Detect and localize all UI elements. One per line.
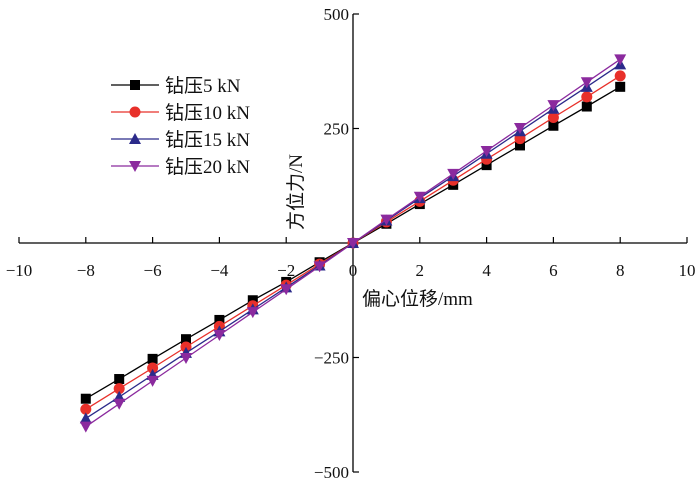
data-point — [514, 123, 526, 135]
data-point — [548, 120, 559, 131]
legend-marker — [130, 80, 140, 90]
data-point — [614, 70, 626, 82]
legend-item: 钻压5 kN — [111, 75, 241, 97]
data-point — [480, 145, 493, 157]
ticks: −10 −8 −6 −4 −2 0 2 4 6 8 10 −500 −250 250 500 — [6, 5, 696, 482]
data-point — [113, 383, 125, 395]
data-point — [181, 334, 191, 345]
legend-label: 钻压5 kN — [165, 75, 241, 97]
data-point — [614, 54, 627, 66]
x-tick-label: 8 — [616, 261, 625, 280]
data-point — [547, 112, 559, 124]
data-point — [147, 353, 158, 364]
data-point — [447, 168, 460, 180]
data-point — [615, 81, 626, 92]
data-point — [213, 330, 226, 342]
x-tick-label: −6 — [144, 261, 162, 280]
x-tick-label: 0 — [349, 261, 358, 280]
y-tick-label: −500 — [314, 463, 349, 482]
data-point — [580, 77, 593, 89]
data-point — [313, 261, 326, 273]
data-point — [581, 91, 593, 103]
y-axis-title: 方位力/N — [285, 154, 307, 230]
legend-label: 钻压20 kN — [165, 156, 250, 178]
x-tick-label: 2 — [416, 261, 425, 280]
data-point — [146, 375, 159, 387]
series-4 — [79, 54, 627, 433]
y-tick-label: −250 — [314, 349, 349, 368]
legend-item: 钻压15 kN — [111, 129, 250, 151]
data-point — [79, 421, 92, 433]
legend-marker — [129, 133, 141, 144]
data-point — [380, 214, 393, 226]
x-tick-label: −8 — [77, 261, 95, 280]
data-point — [147, 362, 159, 374]
legend-label: 钻压15 kN — [165, 129, 250, 151]
y-tick-label: 250 — [324, 120, 350, 139]
data-point — [547, 100, 560, 112]
x-tick-label: −4 — [210, 261, 229, 280]
data-point — [114, 374, 125, 385]
data-point — [515, 140, 525, 151]
data-point — [214, 314, 225, 325]
x-tick-label: 10 — [679, 261, 696, 280]
legend-item: 钻压10 kN — [111, 102, 250, 124]
x-axis-title: 偏心位移/mm — [362, 288, 473, 310]
data-point — [80, 403, 92, 415]
x-tick-label: −2 — [277, 261, 295, 280]
data-point — [347, 238, 359, 249]
legend-label: 钻压10 kN — [165, 102, 250, 124]
legend: 钻压5 kN 钻压10 kN 钻压15 kN 钻压20 kN — [111, 75, 250, 178]
x-tick-label: 6 — [549, 261, 558, 280]
legend-item: 钻压20 kN — [111, 156, 250, 178]
data-point — [113, 398, 126, 410]
legend-marker — [129, 161, 141, 172]
legend-marker — [129, 106, 141, 118]
data-point — [581, 101, 592, 112]
data-point — [246, 307, 259, 319]
series — [79, 54, 627, 433]
y-tick-label: 500 — [324, 5, 350, 24]
data-point — [79, 412, 92, 424]
data-point — [180, 352, 192, 364]
x-tick-label: 4 — [482, 261, 491, 280]
data-point — [413, 191, 426, 203]
data-point — [280, 284, 293, 296]
x-tick-label: −10 — [6, 261, 33, 280]
data-point — [80, 393, 91, 404]
data-point — [481, 160, 492, 171]
